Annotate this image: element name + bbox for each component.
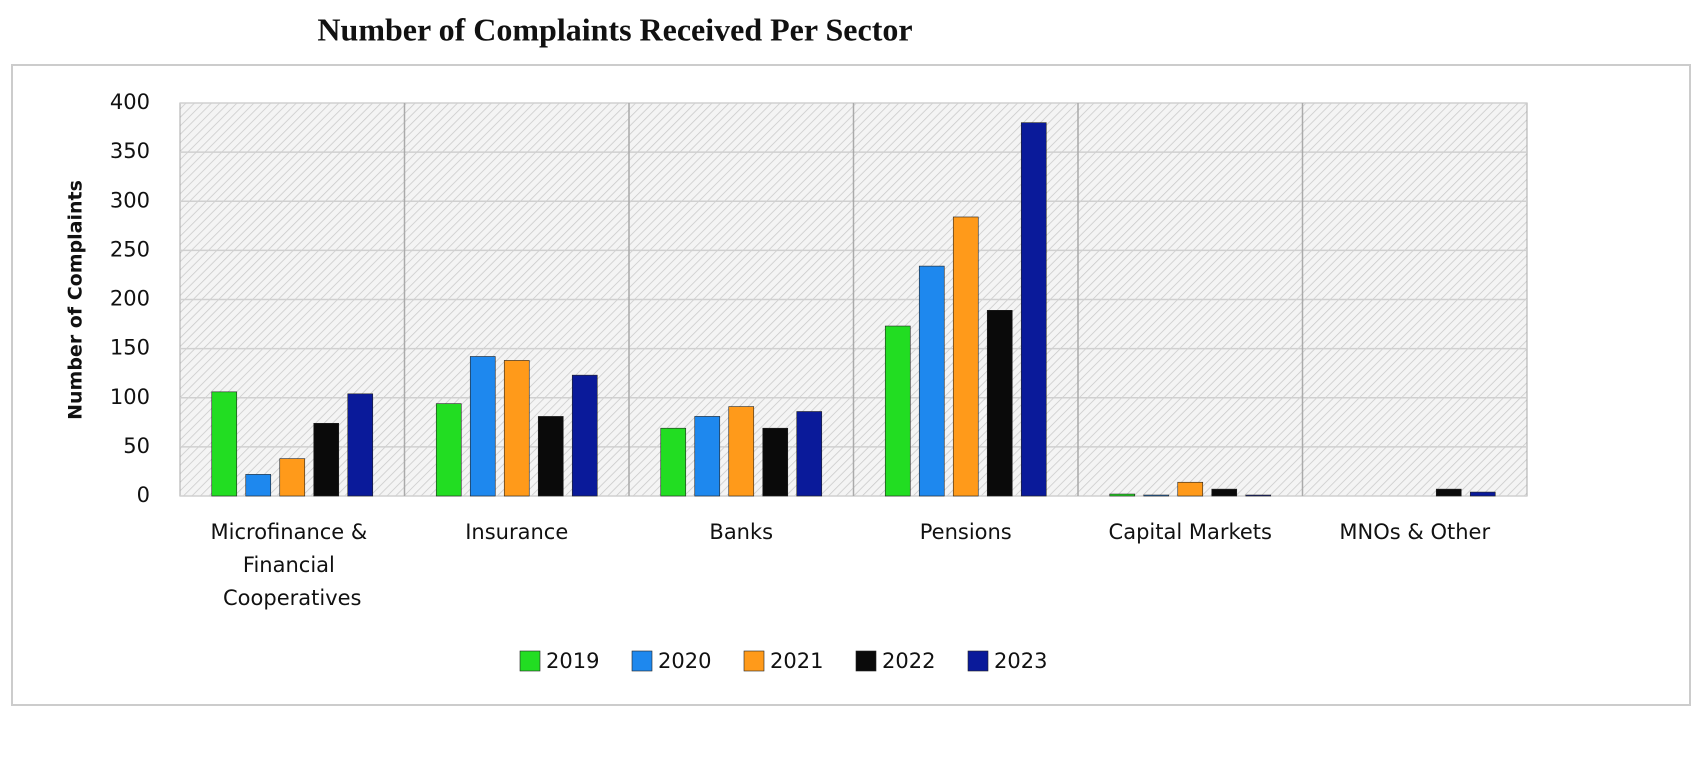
bar: [1435, 488, 1462, 497]
bar: [571, 374, 598, 497]
x-tick-label: Microfinance & Financial Cooperatives: [211, 520, 374, 610]
bar: [952, 216, 979, 497]
bar: [469, 356, 496, 497]
bar: [347, 393, 374, 497]
bar: [986, 310, 1013, 497]
y-axis-title: Number of Complaints: [65, 180, 87, 420]
legend-swatch: [967, 650, 989, 672]
y-tick-label: 250: [110, 237, 150, 261]
bar: [918, 265, 945, 497]
bar: [1469, 491, 1496, 497]
x-tick-label: Capital Markets: [1109, 520, 1272, 544]
legend-swatch: [743, 650, 765, 672]
x-tick-label: Insurance: [465, 520, 568, 544]
bar: [728, 406, 755, 497]
bar: [762, 427, 789, 497]
bar: [211, 391, 238, 497]
x-tick-label: MNOs & Other: [1339, 520, 1490, 544]
bar: [537, 416, 564, 497]
legend-label: 2021: [770, 649, 823, 673]
bar: [694, 416, 721, 497]
bar: [884, 325, 911, 497]
y-tick-label: 400: [110, 90, 150, 114]
y-tick-label: 50: [123, 434, 150, 458]
y-tick-label: 100: [110, 385, 150, 409]
legend-swatch: [631, 650, 653, 672]
legend-label: 2023: [994, 649, 1047, 673]
bar: [435, 403, 462, 497]
bar: [1211, 488, 1238, 497]
y-tick-label: 300: [110, 188, 150, 212]
bar: [1177, 481, 1204, 497]
legend-label: 2019: [546, 649, 599, 673]
bar: [245, 474, 272, 497]
x-tick-label: Pensions: [920, 520, 1012, 544]
y-tick-label: 350: [110, 139, 150, 163]
bar: [660, 427, 687, 497]
bar: [279, 458, 306, 497]
legend-swatch: [855, 650, 877, 672]
legend-label: 2022: [882, 649, 935, 673]
legend-label: 2020: [658, 649, 711, 673]
bar: [1109, 493, 1136, 497]
y-tick-label: 150: [110, 336, 150, 360]
bar: [796, 411, 823, 497]
bar: [313, 422, 340, 497]
y-tick-label: 0: [137, 483, 150, 507]
x-tick-label: Banks: [709, 520, 773, 544]
y-tick-label: 200: [110, 287, 150, 311]
bar: [1020, 122, 1047, 497]
legend-swatch: [519, 650, 541, 672]
chart-frame: [11, 64, 1691, 706]
bar: [1143, 494, 1170, 497]
bar: [1245, 494, 1272, 497]
bar: [503, 360, 530, 497]
chart-title: Number of Complaints Received Per Sector: [317, 11, 912, 47]
